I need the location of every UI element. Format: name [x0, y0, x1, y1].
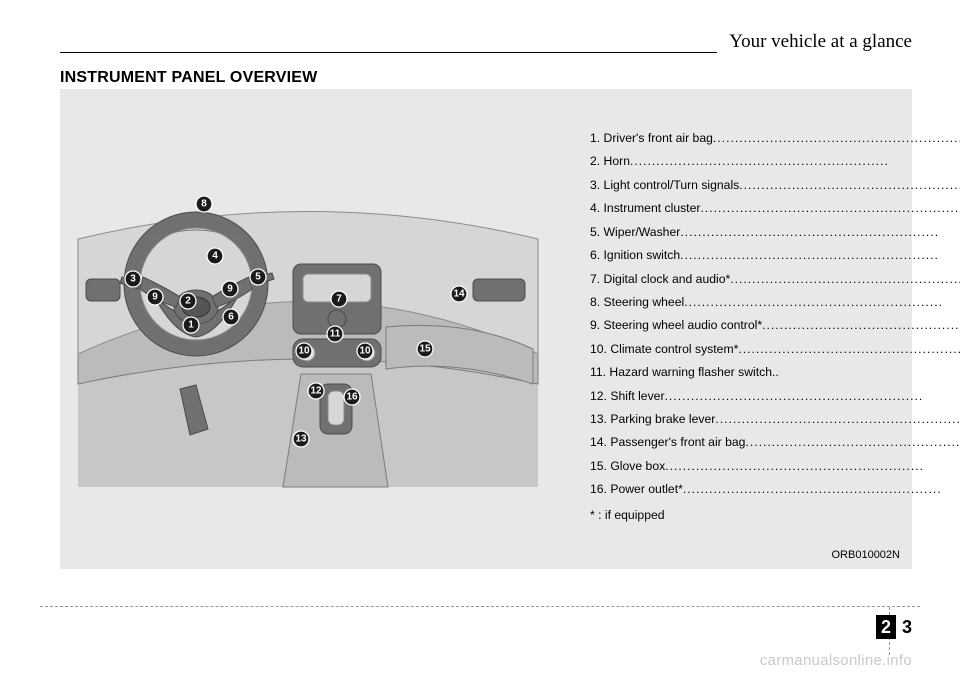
content-box: 12345678991010111213141516 1. Driver's f… [60, 89, 912, 569]
callout-number: 15 [419, 344, 431, 355]
page-number: 3 [902, 617, 912, 638]
legend-dots: ........................................… [739, 174, 960, 197]
legend-row: 2. Horn ................................… [590, 150, 960, 173]
legend-dots: ........................................… [680, 244, 960, 267]
legend-label: 6. Ignition switch [590, 244, 680, 267]
legend-dots: ........................................… [738, 338, 960, 361]
legend-dots: ........................................… [762, 314, 960, 337]
legend-label: 11. Hazard warning flasher switch.. [590, 361, 779, 384]
callout-number: 16 [346, 392, 358, 403]
legend-label: 16. Power outlet* [590, 478, 683, 501]
callout-number: 13 [295, 434, 307, 445]
legend-dots: ........................................… [684, 291, 960, 314]
legend-dots: ........................................… [665, 455, 960, 478]
legend-dots: ........................................… [713, 127, 960, 150]
callout-number: 3 [130, 274, 136, 285]
callout-number: 9 [227, 284, 233, 295]
legend-row: 15. Glove box ..........................… [590, 455, 960, 478]
legend-dots: ........................................… [700, 197, 960, 220]
legend-dots: ........................................… [745, 431, 960, 454]
callout-number: 8 [201, 199, 207, 210]
legend-row: 11. Hazard warning flasher switch..4-52,… [590, 361, 960, 384]
legend-label: 4. Instrument cluster [590, 197, 700, 220]
legend-label: 14. Passenger's front air bag [590, 431, 745, 454]
callout-number: 4 [212, 251, 218, 262]
legend-label: 5. Wiper/Washer [590, 221, 680, 244]
legend-row: 6. Ignition switch .....................… [590, 244, 960, 267]
legend-label: 1. Driver's front air bag [590, 127, 713, 150]
legend-row: 13. Parking brake lever ................… [590, 408, 960, 431]
callout-number: 2 [185, 296, 191, 307]
legend-note: * : if equipped [590, 504, 960, 527]
legend-row: 5. Wiper/Washer ........................… [590, 221, 960, 244]
legend-row: 14. Passenger's front air bag ..........… [590, 431, 960, 454]
callout-number: 1 [188, 320, 194, 331]
legend-label: 15. Glove box [590, 455, 665, 478]
callout-number: 9 [152, 292, 158, 303]
dashboard-diagram: 12345678991010111213141516 [60, 89, 560, 569]
watermark: carmanualsonline.info [760, 652, 912, 669]
legend-label: 12. Shift lever [590, 385, 665, 408]
legend-row: 1. Driver's front air bag ..............… [590, 127, 960, 150]
legend-dots: ........................................… [665, 385, 960, 408]
legend-dots: ........................................… [715, 408, 960, 431]
legend-row: 7. Digital clock and audio* ............… [590, 268, 960, 291]
legend-label: 8. Steering wheel [590, 291, 684, 314]
callout-number: 5 [255, 272, 261, 283]
legend-row: 16. Power outlet* ......................… [590, 478, 960, 501]
legend-dots: ........................................… [630, 150, 960, 173]
legend-list: 1. Driver's front air bag ..............… [560, 89, 960, 569]
callout-number: 14 [453, 289, 465, 300]
callout-number: 10 [359, 346, 371, 357]
footer-dashed-h [40, 606, 920, 607]
legend-row: 3. Light control/Turn signals ..........… [590, 174, 960, 197]
legend-label: 9. Steering wheel audio control* [590, 314, 762, 337]
legend-dots: ........................................… [680, 221, 960, 244]
legend-label: 10. Climate control system* [590, 338, 738, 361]
callout-number: 6 [228, 312, 234, 323]
image-code: ORB010002N [832, 549, 901, 561]
legend-row: 4. Instrument cluster ..................… [590, 197, 960, 220]
legend-row: 10. Climate control system* ............… [590, 338, 960, 361]
callout-number: 10 [298, 346, 310, 357]
legend-label: 2. Horn [590, 150, 630, 173]
legend-row: 12. Shift lever ........................… [590, 385, 960, 408]
legend-label: 7. Digital clock and audio* [590, 268, 730, 291]
legend-dots [779, 361, 960, 384]
legend-label: 13. Parking brake lever [590, 408, 715, 431]
page-footer: 2 3 [876, 615, 912, 639]
section-title: INSTRUMENT PANEL OVERVIEW [60, 69, 912, 87]
callout-number: 11 [330, 329, 341, 340]
legend-dots: ........................................… [683, 478, 960, 501]
callout-number: 7 [336, 294, 342, 305]
legend-label: 3. Light control/Turn signals [590, 174, 739, 197]
legend-dots: ........................................… [730, 268, 960, 291]
legend-row: 9. Steering wheel audio control* .......… [590, 314, 960, 337]
chapter-number: 2 [876, 615, 896, 639]
header-title: Your vehicle at a glance [717, 31, 912, 53]
legend-row: 8. Steering wheel ......................… [590, 291, 960, 314]
header-rule: Your vehicle at a glance [60, 52, 912, 53]
callout-number: 12 [310, 386, 322, 397]
